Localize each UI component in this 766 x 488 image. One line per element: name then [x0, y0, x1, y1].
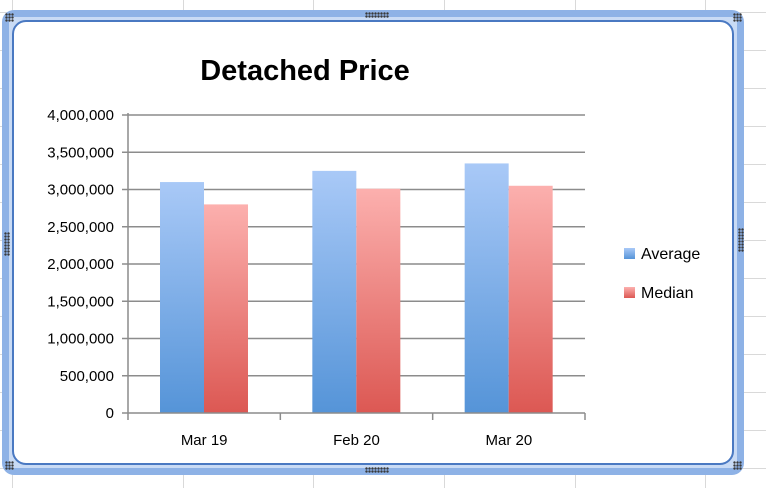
y-tick-label: 4,000,000 [47, 107, 114, 124]
y-tick-label: 2,500,000 [47, 219, 114, 236]
resize-handle-bottom-left[interactable] [5, 461, 14, 470]
x-tick-label: Feb 20 [333, 432, 380, 449]
resize-handle-top[interactable] [365, 12, 389, 18]
bar-average-0[interactable] [160, 182, 204, 413]
y-tick-label: 2,000,000 [47, 256, 114, 273]
resize-handle-bottom-right[interactable] [733, 461, 742, 470]
bar-median-1[interactable] [356, 188, 401, 413]
resize-handle-bottom[interactable] [365, 467, 389, 473]
legend-label-average: Average [641, 246, 700, 263]
y-tick-label: 1,500,000 [47, 293, 114, 310]
chart-title: Detached Price [200, 55, 410, 87]
bar-median-0[interactable] [204, 204, 248, 413]
resize-handle-left[interactable] [4, 232, 10, 256]
bar-median-2[interactable] [508, 185, 553, 413]
y-tick-label: 0 [106, 405, 114, 422]
y-tick-label: 1,000,000 [47, 331, 114, 348]
bar-average-1[interactable] [312, 170, 357, 413]
resize-handle-top-right[interactable] [733, 13, 742, 22]
bar-average-2[interactable] [464, 163, 509, 413]
resize-handle-right[interactable] [738, 228, 744, 252]
resize-handle-top-left[interactable] [5, 13, 14, 22]
legend-label-median: Median [641, 285, 693, 302]
x-tick-label: Mar 19 [181, 432, 228, 449]
x-tick-label: Mar 20 [485, 432, 532, 449]
legend-swatch-average [624, 248, 635, 259]
y-tick-label: 500,000 [60, 368, 114, 385]
y-tick-label: 3,500,000 [47, 144, 114, 161]
legend-swatch-median [624, 287, 635, 298]
y-tick-label: 3,000,000 [47, 182, 114, 199]
